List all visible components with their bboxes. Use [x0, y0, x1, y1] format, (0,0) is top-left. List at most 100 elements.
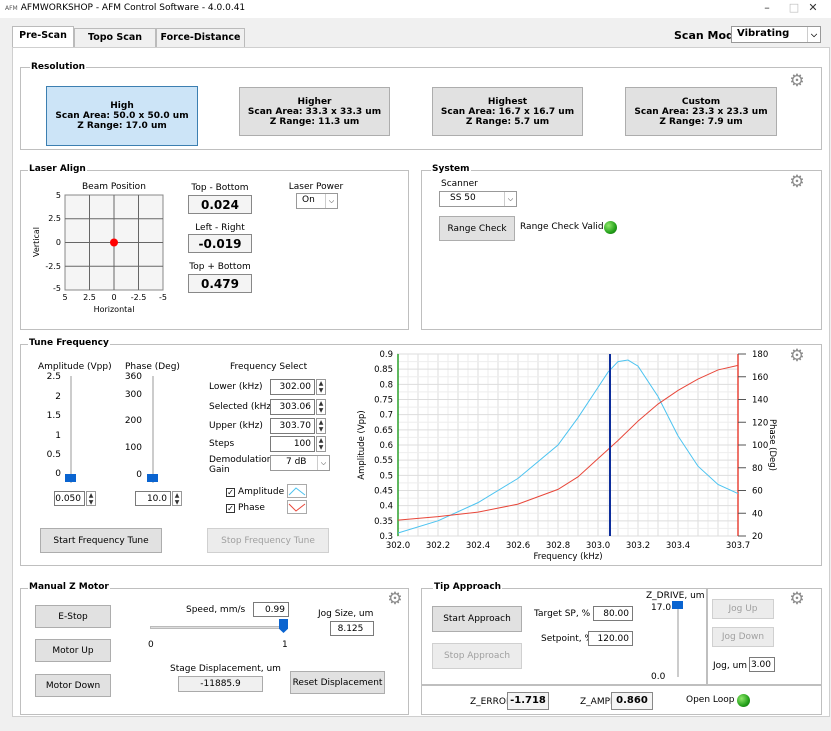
z-drive-bottom-label: 0.0: [651, 672, 666, 682]
beam-position-title: Beam Position: [82, 182, 146, 192]
tab-force-distance[interactable]: Force-Distance: [156, 28, 245, 48]
scan-mode-select[interactable]: Vibrating ⌵: [731, 26, 821, 43]
laser-power-value: On: [302, 195, 315, 205]
frequency-chart: 0.9 0.85 0.8 0.75 0.7 0.65 0.6 0.55 0.5 0.45 0.4 0.…: [357, 350, 777, 562]
z-ampl-value: 0.860: [611, 692, 653, 710]
y2-tick-label: 140: [752, 396, 768, 406]
gear-icon[interactable]: ⚙: [789, 71, 805, 91]
resolution-custom-button[interactable]: Custom Scan Area: 23.3 x 23.3 um Z Range: …: [625, 87, 777, 136]
motor-down-button[interactable]: Motor Down: [35, 674, 111, 697]
steps-spinner[interactable]: ▲ ▼: [316, 436, 326, 452]
y2-tick-label: 60: [752, 487, 763, 497]
steps-label: Steps: [209, 439, 235, 449]
lower-spinner[interactable]: ▲ ▼: [316, 379, 326, 395]
open-loop-led: [737, 694, 750, 707]
y-tick-label: 0.7: [379, 411, 393, 421]
resolution-high-button[interactable]: High Scan Area: 50.0 x 50.0 um Z Range: 17…: [46, 86, 198, 146]
y-tick: -5: [53, 284, 61, 293]
phase-ticks: 360 300 200 100 0: [116, 373, 142, 481]
speed-input[interactable]: 0.99: [253, 602, 289, 617]
laser-power-select[interactable]: On ⌵: [296, 193, 338, 209]
manual-z-motor-title: Manual Z Motor: [28, 582, 110, 592]
tab-pre-scan[interactable]: Pre-Scan: [12, 26, 74, 48]
resolution-highest-button[interactable]: Highest Scan Area: 16.7 x 16.7 um Z Range:…: [432, 87, 583, 136]
amplitude-input[interactable]: 0.050: [54, 491, 85, 506]
tab-topo-scan[interactable]: Topo Scan: [74, 28, 156, 48]
x-tick-label: 303.4: [666, 541, 690, 551]
system-title: System: [431, 164, 471, 174]
res-name: Custom: [681, 96, 721, 107]
phase-slider-thumb[interactable]: [147, 474, 158, 482]
res-name: High: [110, 101, 134, 111]
lower-label: Lower (kHz): [209, 382, 263, 392]
setpoint-input[interactable]: 120.00: [588, 631, 633, 646]
jog-um-label: Jog, um: [713, 661, 748, 671]
y-tick-label: 0.35: [374, 517, 393, 527]
amp-tick: 2: [55, 392, 61, 402]
amplitude-checkbox[interactable]: ✓: [226, 488, 235, 497]
res-name: Higher: [297, 96, 332, 107]
y-axis-label: Vertical: [32, 227, 41, 257]
gear-icon[interactable]: ⚙: [789, 172, 805, 192]
laser-power-label: Laser Power: [288, 182, 344, 192]
amp-ticks: 2.5 2 1.5 1 0.5 0: [35, 373, 61, 480]
e-stop-button[interactable]: E-Stop: [35, 605, 111, 628]
lower-input[interactable]: 302.00: [270, 379, 315, 395]
scan-mode-label: Scan Mode: [674, 29, 742, 42]
amplitude-legend-icon: [287, 484, 307, 498]
y-tick: 5: [56, 191, 61, 200]
z-drive-track: [677, 605, 679, 677]
y2-tick-label: 180: [752, 350, 768, 360]
scanner-label: Scanner: [441, 179, 478, 189]
upper-input[interactable]: 303.70: [270, 418, 315, 434]
motor-up-button[interactable]: Motor Up: [35, 639, 111, 662]
open-loop-label: Open Loop: [686, 695, 735, 705]
reset-displacement-button[interactable]: Reset Displacement: [290, 671, 385, 694]
selected-input[interactable]: 303.06: [270, 399, 315, 415]
demod-gain-select[interactable]: 7 dB ⌵: [270, 455, 330, 471]
jog-um-input[interactable]: 3.00: [749, 657, 775, 672]
y2-tick-label: 120: [752, 418, 768, 428]
resolution-higher-button[interactable]: Higher Scan Area: 33.3 x 33.3 um Z Range: …: [239, 87, 390, 136]
chevron-down-icon: ⌵: [807, 27, 820, 42]
target-sp-input[interactable]: 80.00: [593, 606, 633, 621]
res-z: Z Range: 17.0 um: [77, 121, 167, 131]
phase-series-line: [397, 364, 739, 521]
steps-input[interactable]: 100: [270, 436, 315, 452]
speed-slider-thumb[interactable]: [279, 619, 288, 633]
amplitude-slider-thumb[interactable]: [65, 474, 76, 482]
jog-size-input[interactable]: 8.125: [330, 621, 374, 636]
top-bottom-value: 0.024: [188, 195, 252, 214]
stage-displacement-label: Stage Displacement, um: [170, 664, 281, 674]
demod-gain-value: 7 dB: [286, 457, 307, 467]
gear-icon[interactable]: ⚙: [789, 346, 805, 366]
phase-label: Phase (Deg): [125, 362, 180, 372]
z-error-value: -1.718: [507, 692, 549, 710]
minimize-button[interactable]: –: [764, 1, 770, 14]
amplitude-spinner[interactable]: ▲ ▼: [86, 491, 96, 506]
phase-tick: 300: [124, 390, 142, 400]
upper-spinner[interactable]: ▲ ▼: [316, 418, 326, 434]
amp-tick: 1: [55, 431, 61, 441]
stop-frequency-tune-button: Stop Frequency Tune: [207, 528, 329, 553]
x-tick: 0: [111, 293, 116, 302]
start-frequency-tune-button[interactable]: Start Frequency Tune: [40, 528, 162, 553]
window-title: AFM AFMWORKSHOP - AFM Control Software - …: [5, 3, 245, 13]
phase-checkbox[interactable]: ✓: [226, 504, 235, 513]
phase-spinner[interactable]: ▲ ▼: [172, 491, 182, 506]
range-check-button[interactable]: Range Check: [439, 216, 515, 241]
phase-input[interactable]: 10.0: [135, 491, 171, 506]
res-area: Scan Area: 23.3 x 23.3 um: [634, 106, 768, 117]
selected-spinner[interactable]: ▲ ▼: [316, 399, 326, 415]
gear-icon[interactable]: ⚙: [387, 589, 403, 609]
gear-icon[interactable]: ⚙: [789, 589, 805, 609]
res-name: Highest: [487, 96, 528, 107]
start-approach-button[interactable]: Start Approach: [432, 606, 522, 632]
res-z: Z Range: 11.3 um: [269, 116, 360, 127]
scanner-select[interactable]: SS 50 ⌵: [439, 191, 517, 207]
amplitude-checkbox-label: Amplitude: [238, 487, 285, 497]
z-drive-top-label: 17.0: [651, 603, 672, 613]
x-tick-label: 302.8: [546, 541, 570, 551]
close-button[interactable]: ✕: [808, 1, 818, 14]
maximize-button[interactable]: □: [788, 1, 800, 14]
